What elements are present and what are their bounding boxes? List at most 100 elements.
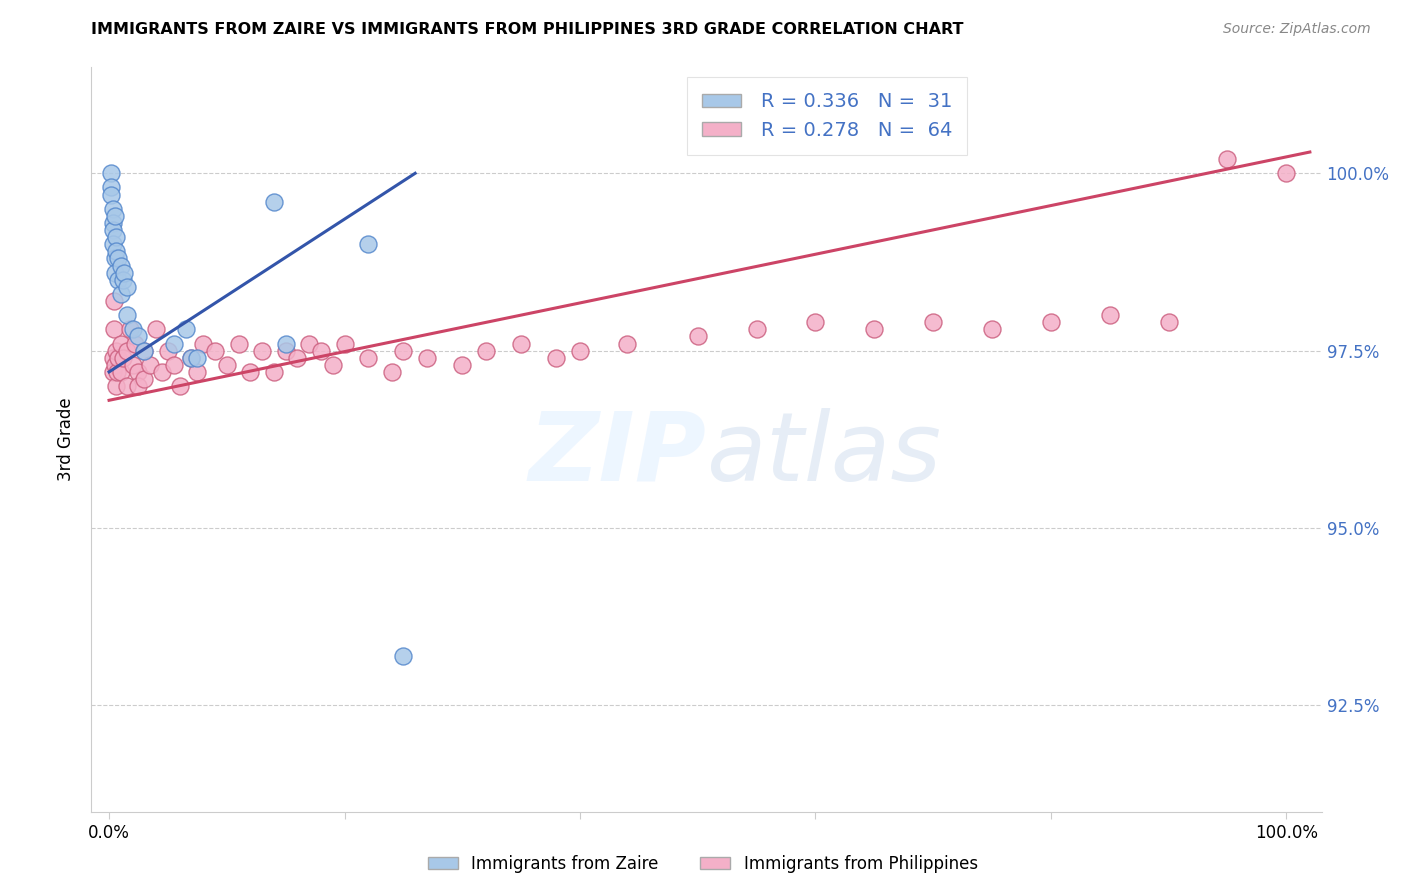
- Text: ZIP: ZIP: [529, 408, 706, 500]
- Point: [263, 194, 285, 209]
- Text: Source: ZipAtlas.com: Source: ZipAtlas.com: [1223, 22, 1371, 37]
- Point: [101, 216, 124, 230]
- Point: [103, 293, 125, 308]
- Point: [686, 329, 709, 343]
- Point: [105, 343, 128, 358]
- Point: [546, 351, 568, 365]
- Point: [180, 351, 202, 365]
- Point: [107, 351, 129, 365]
- Text: atlas: atlas: [706, 408, 942, 500]
- Point: [115, 280, 138, 294]
- Point: [180, 351, 202, 365]
- Point: [357, 237, 380, 252]
- Point: [333, 336, 356, 351]
- Point: [357, 351, 380, 365]
- Point: [112, 351, 135, 365]
- Point: [107, 252, 129, 266]
- Point: [112, 266, 135, 280]
- Point: [121, 358, 143, 372]
- Point: [103, 322, 125, 336]
- Point: [124, 336, 146, 351]
- Point: [115, 343, 138, 358]
- Point: [105, 379, 128, 393]
- Point: [139, 358, 162, 372]
- Point: [105, 230, 128, 244]
- Point: [127, 379, 149, 393]
- Point: [215, 358, 238, 372]
- Point: [115, 308, 138, 322]
- Point: [510, 336, 533, 351]
- Point: [381, 365, 404, 379]
- Point: [100, 166, 122, 180]
- Point: [263, 365, 285, 379]
- Point: [804, 315, 827, 329]
- Point: [287, 351, 309, 365]
- Text: IMMIGRANTS FROM ZAIRE VS IMMIGRANTS FROM PHILIPPINES 3RD GRADE CORRELATION CHART: IMMIGRANTS FROM ZAIRE VS IMMIGRANTS FROM…: [91, 22, 965, 37]
- Point: [1039, 315, 1062, 329]
- Point: [101, 223, 124, 237]
- Y-axis label: 3rd Grade: 3rd Grade: [58, 398, 76, 481]
- Point: [127, 365, 149, 379]
- Point: [121, 322, 143, 336]
- Point: [309, 343, 332, 358]
- Point: [127, 329, 149, 343]
- Point: [110, 259, 132, 273]
- Point: [250, 343, 273, 358]
- Legend: R = 0.336   N =  31, R = 0.278   N =  64: R = 0.336 N = 31, R = 0.278 N = 64: [686, 77, 967, 155]
- Point: [101, 351, 124, 365]
- Point: [134, 343, 156, 358]
- Point: [104, 266, 127, 280]
- Point: [156, 343, 179, 358]
- Point: [120, 322, 142, 336]
- Point: [104, 252, 127, 266]
- Point: [392, 648, 415, 663]
- Point: [101, 237, 124, 252]
- Point: [110, 365, 132, 379]
- Point: [101, 202, 124, 216]
- Point: [101, 365, 124, 379]
- Point: [100, 187, 122, 202]
- Point: [416, 351, 439, 365]
- Point: [239, 365, 262, 379]
- Point: [392, 343, 415, 358]
- Point: [115, 379, 138, 393]
- Point: [163, 336, 186, 351]
- Point: [186, 365, 208, 379]
- Point: [105, 244, 128, 259]
- Point: [274, 336, 297, 351]
- Point: [110, 286, 132, 301]
- Point: [322, 358, 344, 372]
- Point: [107, 273, 129, 287]
- Point: [110, 336, 132, 351]
- Point: [104, 358, 127, 372]
- Point: [274, 343, 297, 358]
- Point: [1216, 152, 1239, 166]
- Point: [616, 336, 638, 351]
- Point: [475, 343, 498, 358]
- Point: [100, 180, 122, 194]
- Point: [204, 343, 226, 358]
- Point: [134, 343, 156, 358]
- Point: [1157, 315, 1180, 329]
- Point: [922, 315, 945, 329]
- Point: [981, 322, 1004, 336]
- Point: [1098, 308, 1121, 322]
- Point: [1275, 166, 1298, 180]
- Legend: Immigrants from Zaire, Immigrants from Philippines: Immigrants from Zaire, Immigrants from P…: [422, 848, 984, 880]
- Point: [193, 336, 215, 351]
- Point: [150, 365, 173, 379]
- Point: [568, 343, 591, 358]
- Point: [186, 351, 208, 365]
- Point: [451, 358, 474, 372]
- Point: [134, 372, 156, 386]
- Point: [105, 365, 128, 379]
- Point: [163, 358, 186, 372]
- Point: [145, 322, 167, 336]
- Point: [745, 322, 768, 336]
- Point: [174, 322, 197, 336]
- Point: [863, 322, 886, 336]
- Point: [104, 209, 127, 223]
- Point: [298, 336, 321, 351]
- Point: [228, 336, 250, 351]
- Point: [112, 273, 135, 287]
